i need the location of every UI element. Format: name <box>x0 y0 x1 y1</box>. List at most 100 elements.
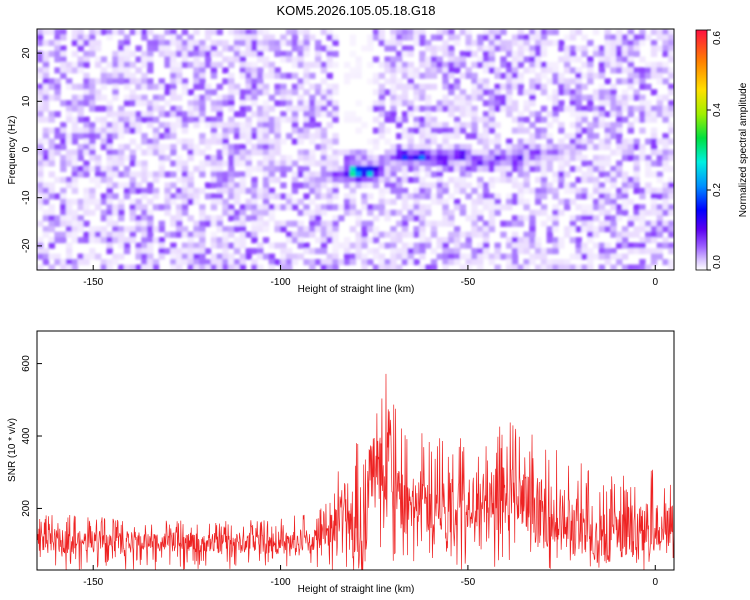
heatmap-cell <box>604 45 611 52</box>
heatmap-cell <box>384 45 391 52</box>
heatmap-cell <box>42 50 50 57</box>
heatmap-cell <box>338 204 345 211</box>
heatmap-cell <box>158 237 165 244</box>
heatmap-cell <box>216 94 223 101</box>
heatmap-cell <box>170 105 177 112</box>
heatmap-cell <box>627 45 635 52</box>
heatmap-cell <box>610 193 617 200</box>
heatmap-cell <box>210 264 218 270</box>
heatmap-cell <box>222 122 229 129</box>
heatmap-cell <box>332 116 339 123</box>
heatmap-cell <box>465 94 472 101</box>
heatmap-cell <box>233 209 241 216</box>
heatmap-cell <box>199 215 206 222</box>
heatmap-cell <box>164 89 171 96</box>
heatmap-cell <box>152 45 160 52</box>
snr-x-tick-label: -150 <box>83 577 103 588</box>
heatmap-cell <box>361 165 368 173</box>
heatmap-cell <box>245 83 252 90</box>
heatmap-cell <box>355 242 362 249</box>
heatmap-cell <box>407 100 415 107</box>
heatmap-cell <box>251 215 258 222</box>
heatmap-cell <box>523 204 530 211</box>
heatmap-cell <box>170 67 177 74</box>
heatmap-cell <box>477 138 484 145</box>
heatmap-cell <box>320 226 328 233</box>
heatmap-cell <box>175 187 183 194</box>
heatmap-cell <box>407 193 415 200</box>
heatmap-cell <box>303 165 310 173</box>
heatmap-cell <box>546 160 553 167</box>
heatmap-cell <box>71 165 79 173</box>
heatmap-cell <box>89 154 96 162</box>
heatmap-cell <box>291 34 299 41</box>
heatmap-cell <box>523 34 530 41</box>
heatmap-cell <box>158 83 165 90</box>
heatmap-cell <box>349 198 357 205</box>
heatmap-cell <box>575 138 582 145</box>
heatmap-cell <box>378 61 386 68</box>
heatmap-cell <box>355 220 362 227</box>
heatmap-cell <box>257 105 264 112</box>
heatmap-cell <box>407 149 415 156</box>
heatmap-cell <box>71 215 79 222</box>
heatmap-cell <box>314 193 322 200</box>
heatmap-cell <box>645 182 652 189</box>
heatmap-cell <box>587 237 594 244</box>
heatmap-cell <box>424 94 432 101</box>
heatmap-cell <box>228 56 235 63</box>
heatmap-cell <box>233 56 241 63</box>
heatmap-cell <box>453 231 461 238</box>
heatmap-cell <box>42 182 50 189</box>
heatmap-cell <box>326 198 333 205</box>
heatmap-cell <box>581 50 588 57</box>
heatmap-cell <box>372 253 380 260</box>
heatmap-cell <box>581 34 588 41</box>
heatmap-cell <box>54 78 61 85</box>
heatmap-cell <box>228 193 235 200</box>
heatmap-cell <box>488 105 496 112</box>
heatmap-cell <box>291 116 299 123</box>
heatmap-cell <box>297 198 304 205</box>
heatmap-cell <box>662 34 669 41</box>
heatmap-cell <box>135 144 142 151</box>
heatmap-cell <box>598 198 606 205</box>
heatmap-cell <box>37 198 44 205</box>
heatmap-cell <box>390 105 397 112</box>
heatmap-cell <box>552 61 559 68</box>
heatmap-cell <box>442 198 449 205</box>
heatmap-cell <box>89 209 96 216</box>
heatmap-y-label: Frequency (Hz) <box>7 116 18 185</box>
heatmap-cell <box>274 116 281 123</box>
heatmap-cell <box>482 111 490 118</box>
heatmap-cell <box>419 127 426 134</box>
heatmap-cell <box>187 144 194 151</box>
heatmap-cell <box>396 149 403 156</box>
heatmap-cell <box>257 39 264 47</box>
heatmap-cell <box>413 165 420 173</box>
heatmap-cell <box>54 67 61 74</box>
heatmap-cell <box>83 237 90 244</box>
heatmap-cell <box>465 39 472 47</box>
heatmap-cell <box>60 204 67 211</box>
heatmap-cell <box>147 105 154 112</box>
heatmap-cell <box>268 34 276 41</box>
heatmap-cell <box>552 220 559 227</box>
heatmap-cell <box>280 154 287 162</box>
heatmap-cell <box>430 154 438 162</box>
heatmap-cell <box>546 138 553 145</box>
heatmap-cell <box>424 182 432 189</box>
heatmap-cell <box>245 105 252 112</box>
heatmap-cell <box>48 226 55 233</box>
heatmap-cell <box>141 78 148 85</box>
heatmap-cell <box>135 226 142 233</box>
heatmap-cell <box>535 127 542 134</box>
heatmap-cell <box>291 187 299 194</box>
heatmap-cell <box>268 45 276 52</box>
heatmap-cell <box>314 237 322 244</box>
heatmap-cell <box>37 138 44 145</box>
heatmap-cell <box>233 89 241 96</box>
heatmap-cell <box>112 111 119 118</box>
heatmap-cell <box>384 165 391 173</box>
heatmap-cell <box>639 204 646 211</box>
